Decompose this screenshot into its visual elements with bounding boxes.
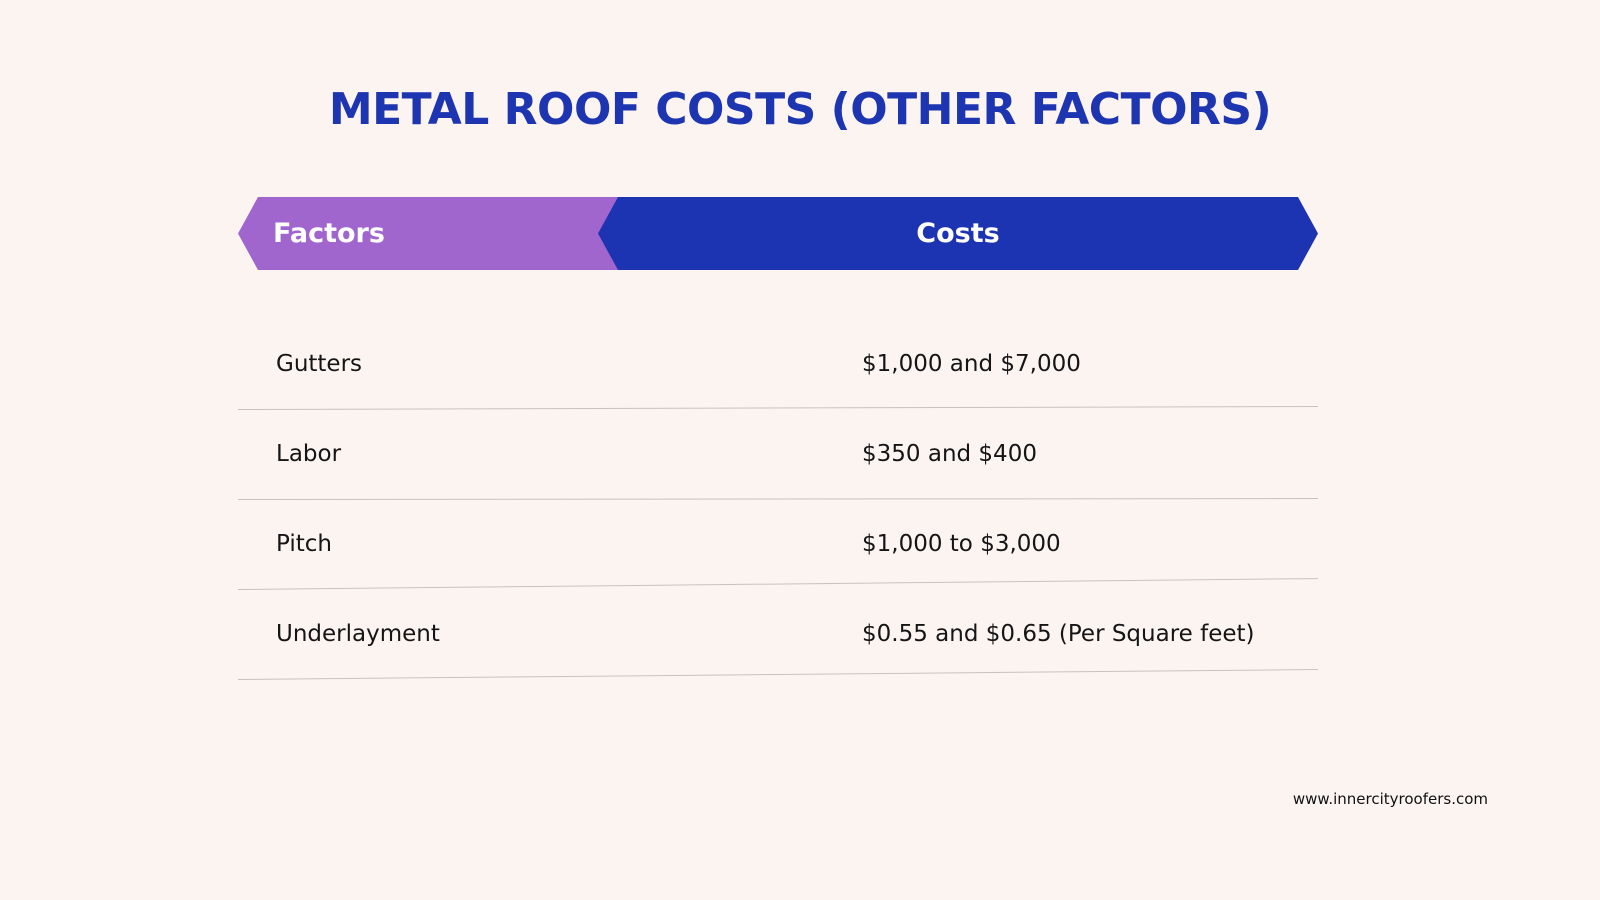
page-title: METAL ROOF COSTS (OTHER FACTORS) [328, 84, 1272, 135]
factor-cell: Pitch [276, 531, 332, 557]
table-row: Pitch $1,000 to $3,000 [238, 499, 1318, 589]
factor-cell: Underlayment [276, 621, 440, 647]
table-row: Labor $350 and $400 [238, 409, 1318, 499]
factor-cell: Labor [276, 441, 342, 467]
factors-column-header: Factors [273, 218, 385, 249]
factors-header-banner [238, 197, 622, 270]
table-row: Underlayment $0.55 and $0.65 (Per Square… [238, 589, 1318, 679]
costs-column-header: Costs [916, 218, 1000, 249]
cost-cell: $1,000 to $3,000 [862, 531, 1061, 557]
costs-header-banner [598, 197, 1318, 270]
table-header: Factors Costs [238, 197, 1318, 270]
footer-url: www.innercityroofers.com [1292, 790, 1488, 808]
cost-cell: $350 and $400 [862, 441, 1037, 467]
factor-cell: Gutters [276, 351, 363, 377]
cost-cell: $1,000 and $7,000 [862, 351, 1081, 377]
table-row: Gutters $1,000 and $7,000 [238, 319, 1318, 409]
cost-cell: $0.55 and $0.65 (Per Square feet) [862, 621, 1255, 647]
